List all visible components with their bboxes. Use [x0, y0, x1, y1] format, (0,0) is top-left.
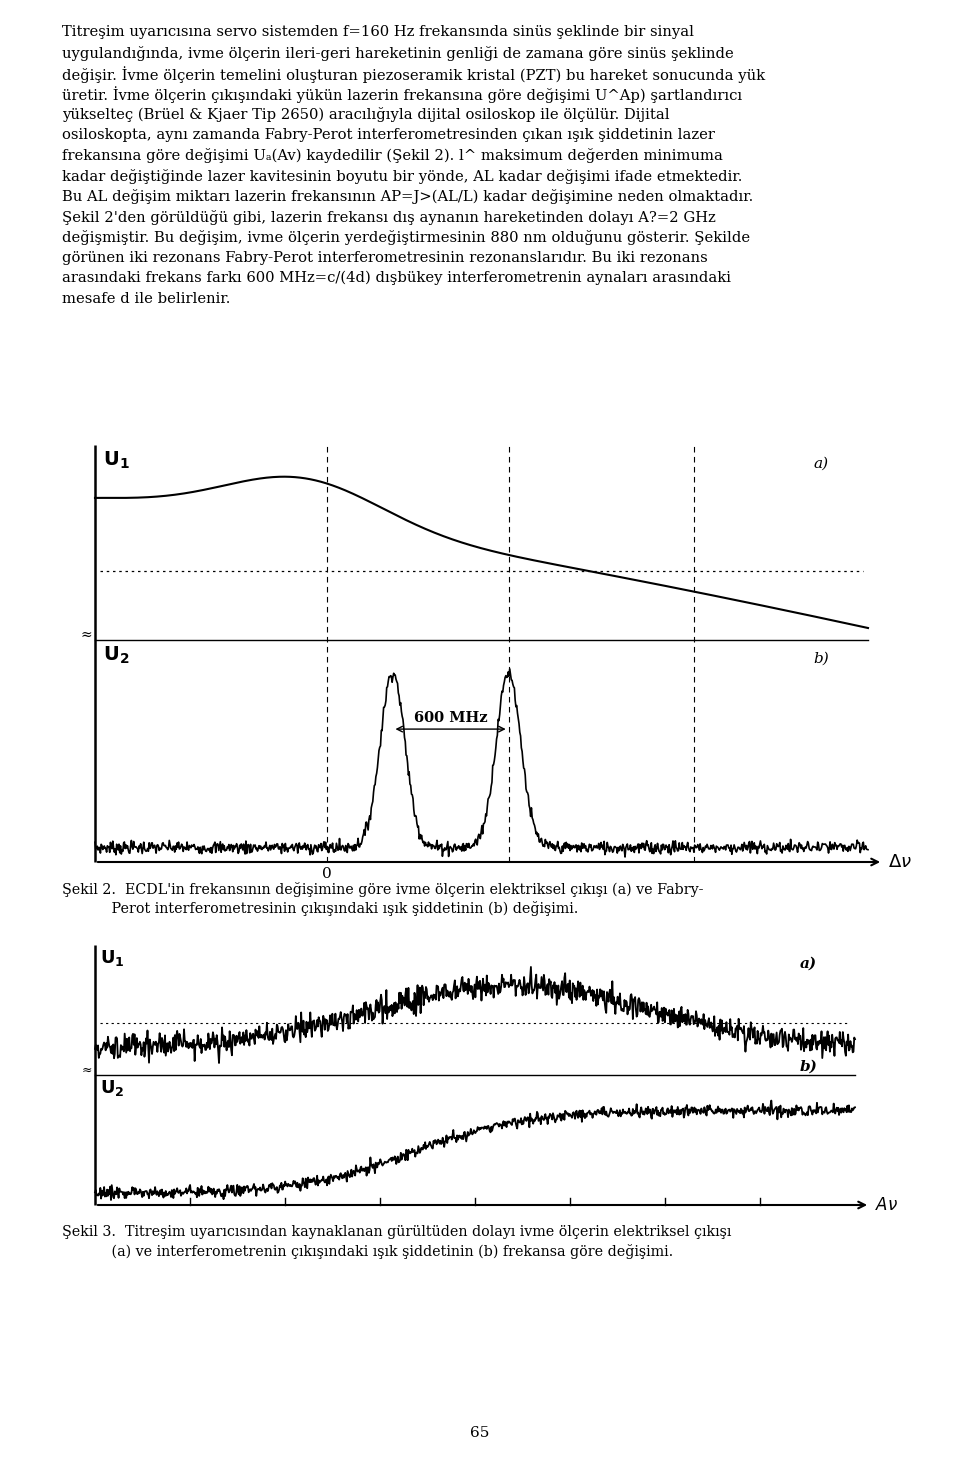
Text: mesafe d ile belirlenir.: mesafe d ile belirlenir.	[62, 291, 230, 306]
Text: $\mathbf{U_1}$: $\mathbf{U_1}$	[100, 948, 125, 969]
Text: yükselteç (Brüel & Kjaer Tip 2650) aracılığıyla dijital osiloskop ile ölçülür. D: yükselteç (Brüel & Kjaer Tip 2650) aracı…	[62, 107, 670, 122]
Text: frekansına göre değişimi Uₐ(Av) kaydedilir (Şekil 2). l^ maksimum değerden minim: frekansına göre değişimi Uₐ(Av) kaydedil…	[62, 148, 723, 163]
Text: görünen iki rezonans Fabry-Perot interferometresinin rezonanslarıdır. Bu iki rez: görünen iki rezonans Fabry-Perot interfe…	[62, 250, 708, 265]
Text: osiloskopta, aynı zamanda Fabry-Perot interferometresinden çıkan ışık şiddetinin: osiloskopta, aynı zamanda Fabry-Perot in…	[62, 128, 715, 141]
Text: uygulandığında, ivme ölçerin ileri-geri hareketinin genliği de zamana göre sinüs: uygulandığında, ivme ölçerin ileri-geri …	[62, 46, 733, 60]
Text: değişir. İvme ölçerin temelini oluşturan piezoseramik kristal (PZT) bu hareket s: değişir. İvme ölçerin temelini oluşturan…	[62, 66, 765, 82]
Text: ≈: ≈	[81, 628, 92, 642]
Text: 65: 65	[470, 1426, 490, 1441]
Text: (a) ve interferometrenin çıkışındaki ışık şiddetinin (b) frekansa göre değişimi.: (a) ve interferometrenin çıkışındaki ışı…	[62, 1244, 673, 1258]
Text: $\mathbf{U_2}$: $\mathbf{U_2}$	[100, 1078, 125, 1098]
Text: değişmiştir. Bu değişim, ivme ölçerin yerdeğiştirmesinin 880 nm olduğunu gösteri: değişmiştir. Bu değişim, ivme ölçerin ye…	[62, 229, 750, 245]
Text: a): a)	[813, 457, 828, 470]
Text: $\mathbf{U_1}$: $\mathbf{U_1}$	[103, 450, 130, 472]
Text: Şekil 3.  Titreşim uyarıcısından kaynaklanan gürültüden dolayı ivme ölçerin elek: Şekil 3. Titreşim uyarıcısından kaynakla…	[62, 1225, 732, 1239]
Text: 600 MHz: 600 MHz	[414, 711, 488, 725]
Text: b): b)	[813, 653, 828, 666]
Text: b): b)	[800, 1060, 818, 1075]
Text: $\Delta\nu$: $\Delta\nu$	[888, 853, 912, 872]
Text: arasındaki frekans farkı 600 MHz=c/(4d) dışbükey interferometrenin aynaları aras: arasındaki frekans farkı 600 MHz=c/(4d) …	[62, 270, 731, 285]
Text: üretir. İvme ölçerin çıkışındaki yükün lazerin frekansına göre değişimi U^Ap) şa: üretir. İvme ölçerin çıkışındaki yükün l…	[62, 87, 742, 103]
Text: ≈: ≈	[82, 1063, 92, 1076]
Text: Bu AL değişim miktarı lazerin frekansının AP=J>(AL/L) kadar değişimine neden olm: Bu AL değişim miktarı lazerin frekansını…	[62, 190, 754, 204]
Text: $A\nu$: $A\nu$	[875, 1197, 899, 1214]
Text: Titreşim uyarıcısına servo sistemden f=160 Hz frekansında sinüs şeklinde bir sin: Titreşim uyarıcısına servo sistemden f=1…	[62, 25, 694, 40]
Text: 0: 0	[322, 867, 332, 881]
Text: $\mathbf{U_2}$: $\mathbf{U_2}$	[103, 645, 130, 666]
Text: a): a)	[800, 957, 817, 972]
Text: Şekil 2.  ECDL'in frekansının değişimine göre ivme ölçerin elektriksel çıkışı (a: Şekil 2. ECDL'in frekansının değişimine …	[62, 882, 704, 897]
Text: Şekil 2'den görüldüğü gibi, lazerin frekansı dış aynanın hareketinden dolayı A?=: Şekil 2'den görüldüğü gibi, lazerin frek…	[62, 210, 716, 225]
Text: kadar değiştiğinde lazer kavitesinin boyutu bir yönde, AL kadar değişimi ifade e: kadar değiştiğinde lazer kavitesinin boy…	[62, 169, 742, 184]
Text: Perot interferometresinin çıkışındaki ışık şiddetinin (b) değişimi.: Perot interferometresinin çıkışındaki ış…	[62, 901, 578, 916]
